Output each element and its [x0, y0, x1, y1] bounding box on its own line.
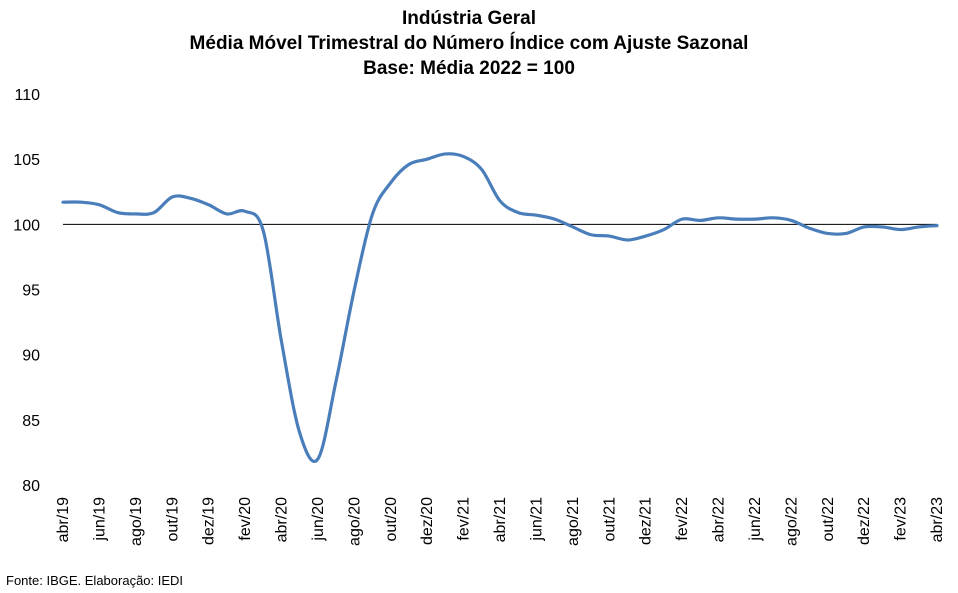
y-tick-label: 80: [22, 478, 40, 495]
x-tick-label: abr/23: [929, 497, 946, 542]
x-tick-label: dez/20: [419, 497, 436, 545]
y-tick-label: 110: [14, 87, 40, 104]
x-tick-label: fev/22: [674, 497, 691, 541]
x-tick-label: out/22: [820, 497, 837, 542]
y-tick-label: 90: [22, 348, 40, 365]
y-tick-label: 85: [22, 413, 40, 430]
x-tick-label: abr/22: [711, 497, 728, 542]
chart-title: Indústria Geral: [401, 8, 537, 29]
x-axis: abr/19 jun/19 ago/19 out/19 dez/19 fev/20 abr/…: [55, 497, 946, 546]
x-tick-label: ago/19: [128, 497, 145, 546]
x-tick-label: ago/22: [783, 497, 800, 546]
x-tick-label: jun/20: [310, 497, 327, 542]
x-tick-label: ago/20: [346, 497, 363, 546]
x-tick-label: out/21: [601, 497, 618, 542]
x-tick-label: jun/19: [91, 497, 108, 542]
chart-subtitle-line-1: Média Móvel Trimestral do Número Índice …: [189, 33, 749, 54]
x-tick-label: abr/20: [274, 497, 291, 542]
x-tick-label: abr/19: [55, 497, 72, 542]
chart-subtitle-line-2: Base: Média 2022 = 100: [363, 58, 575, 79]
series-line: [61, 152, 939, 463]
x-tick-label: dez/19: [201, 497, 218, 545]
y-axis: 80 85 90 95 100 105 110: [13, 87, 40, 495]
x-tick-label: dez/22: [856, 497, 873, 545]
y-tick-label: 105: [13, 152, 40, 169]
x-tick-label: jun/22: [747, 497, 764, 542]
source-note: Fonte: IBGE. Elaboração: IEDI: [6, 573, 184, 588]
x-tick-label: abr/21: [492, 497, 509, 542]
x-tick-label: dez/21: [638, 497, 655, 545]
chart-title-block: Indústria Geral Média Móvel Trimestral d…: [0, 6, 938, 81]
x-tick-label: out/19: [164, 497, 181, 542]
x-tick-label: ago/21: [565, 497, 582, 546]
y-tick-label: 100: [13, 217, 40, 234]
x-tick-label: jun/21: [528, 497, 545, 542]
x-tick-label: fev/20: [237, 497, 254, 541]
series-layer: [61, 152, 939, 463]
x-tick-label: out/20: [383, 497, 400, 542]
y-tick-label: 95: [22, 283, 40, 300]
x-tick-label: fev/21: [456, 497, 473, 541]
x-tick-label: fev/23: [893, 497, 910, 541]
